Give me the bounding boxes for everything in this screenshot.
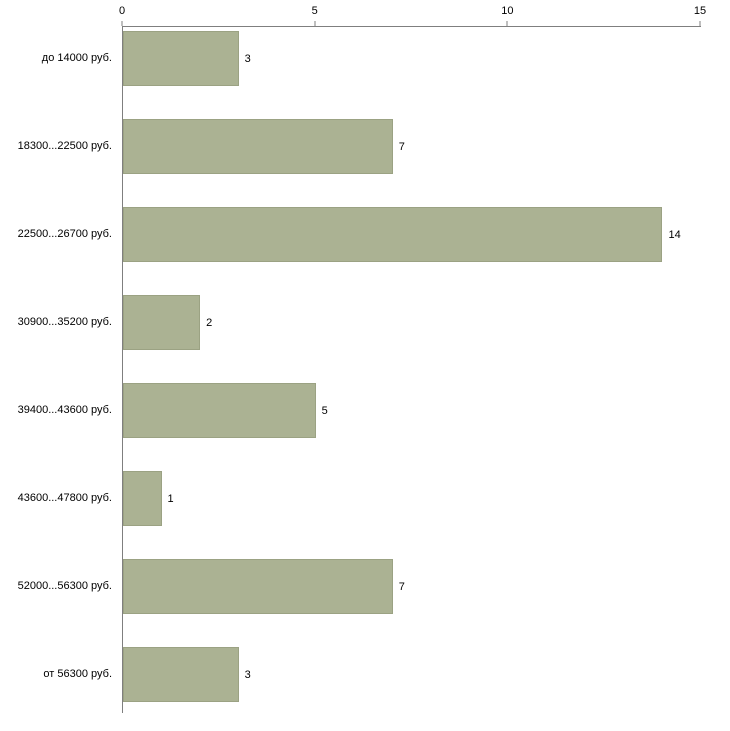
value-label: 14	[668, 228, 681, 241]
x-tick-mark	[506, 21, 508, 26]
bar-row: 3	[123, 27, 701, 115]
bar	[123, 471, 162, 526]
x-tick-label: 10	[501, 5, 514, 17]
value-label: 3	[244, 668, 251, 681]
x-axis: 0 5 10 15	[118, 0, 706, 26]
x-tick-mark	[121, 21, 123, 26]
bar-row: 14	[123, 203, 701, 291]
category-label: 18300...22500 руб.	[17, 139, 112, 152]
category-label: до 14000 руб.	[41, 51, 112, 64]
x-tick-label: 0	[118, 5, 126, 17]
category-label: 22500...26700 руб.	[17, 227, 112, 240]
value-label: 7	[398, 140, 405, 153]
bar-row: 7	[123, 555, 701, 643]
category-label: 43600...47800 руб.	[17, 491, 112, 504]
value-label: 3	[244, 52, 251, 65]
bar	[123, 295, 201, 350]
bar-row: 5	[123, 379, 701, 467]
value-label: 7	[398, 580, 405, 593]
category-label: 52000...56300 руб.	[17, 579, 112, 592]
plot-area: 3 7 14 2 5 1 7 3	[122, 26, 701, 713]
value-label: 2	[206, 316, 213, 329]
category-label: 39400...43600 руб.	[17, 403, 112, 416]
x-tick-mark	[699, 21, 701, 26]
category-labels: до 14000 руб. 18300...22500 руб. 22500...2…	[0, 26, 117, 730]
bar	[123, 383, 316, 438]
x-tick-mark	[314, 21, 316, 26]
bar-row: 7	[123, 115, 701, 203]
bar	[123, 119, 393, 174]
value-label: 5	[321, 404, 328, 417]
bar-row: 2	[123, 291, 701, 379]
x-tick-label: 5	[311, 5, 318, 17]
bar-row: 3	[123, 643, 701, 731]
category-label: от 56300 руб.	[43, 667, 112, 680]
x-tick-label: 15	[693, 5, 707, 17]
bar	[123, 559, 393, 614]
category-label: 30900...35200 руб.	[17, 315, 112, 328]
bar-row: 1	[123, 467, 701, 555]
value-label: 1	[167, 492, 174, 505]
bar	[123, 647, 239, 702]
bar	[123, 207, 663, 262]
bar	[123, 31, 239, 86]
